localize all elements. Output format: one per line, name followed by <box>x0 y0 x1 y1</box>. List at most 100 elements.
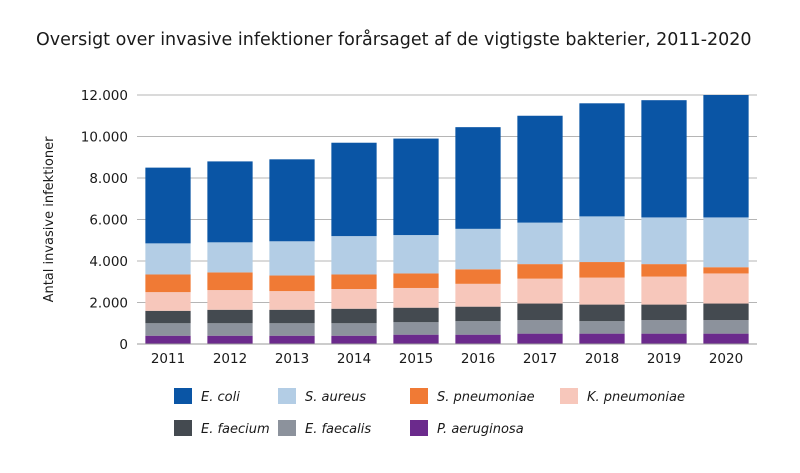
bar-segment <box>207 309 253 324</box>
bar-segment <box>269 275 315 292</box>
bar-segment <box>579 103 625 217</box>
bar-segment <box>455 321 501 335</box>
bar-segment <box>455 127 501 229</box>
x-tick-label: 2015 <box>399 351 433 367</box>
bar-segment <box>517 115 563 223</box>
bar-segment <box>579 216 625 263</box>
bar-segment <box>579 333 625 344</box>
bar-segment <box>703 217 749 268</box>
y-tick-label: 4.000 <box>89 254 128 270</box>
bar-segment <box>331 289 377 309</box>
x-tick-label: 2019 <box>647 351 681 367</box>
legend-swatch <box>174 388 192 404</box>
bar-segment <box>641 100 687 218</box>
bar-segment <box>455 269 501 284</box>
x-tick-label: 2017 <box>523 351 557 367</box>
bar-segment <box>641 333 687 344</box>
y-tick-label: 12.000 <box>81 88 128 104</box>
bar-segment <box>207 161 253 243</box>
bar-segment <box>207 335 253 344</box>
legend-swatch <box>410 420 428 436</box>
bar-segment <box>703 303 749 321</box>
bar-segment <box>579 277 625 305</box>
bar-segment <box>703 267 749 274</box>
bar-segment <box>517 222 563 265</box>
x-tick-label: 2011 <box>151 351 185 367</box>
chart-title: Oversigt over invasive infektioner forår… <box>36 30 752 50</box>
bar-segment <box>207 272 253 291</box>
bar-segment <box>393 307 439 323</box>
bar-segment <box>579 262 625 278</box>
bar-segment <box>393 334 439 344</box>
legend-swatch <box>410 388 428 404</box>
bar-segment <box>393 322 439 335</box>
x-tick-label: 2014 <box>337 351 371 367</box>
legend-swatch <box>278 420 296 436</box>
legend-label: S. pneumoniae <box>437 390 535 405</box>
bar-segment <box>145 167 191 244</box>
bar-segment <box>393 287 439 308</box>
legend-label: P. aeruginosa <box>437 422 524 437</box>
y-tick-label: 10.000 <box>81 130 128 146</box>
bar-segment <box>331 308 377 324</box>
bar-segment <box>517 264 563 279</box>
bar-segment <box>579 321 625 334</box>
legend-swatch <box>174 420 192 436</box>
bar-segment <box>579 304 625 322</box>
bar-segment <box>331 142 377 237</box>
y-tick-label: 8.000 <box>89 171 128 187</box>
legend-label: E. faecium <box>201 422 270 437</box>
bar-segment <box>517 320 563 334</box>
bar-segment <box>393 273 439 288</box>
bar-segment <box>207 323 253 336</box>
bar-segment <box>269 335 315 344</box>
bar-segment <box>269 159 315 242</box>
bar-segment <box>331 236 377 275</box>
bar-segment <box>641 276 687 305</box>
bar-segment <box>145 310 191 324</box>
bar-segment <box>145 292 191 311</box>
legend-label: E. faecalis <box>305 422 371 437</box>
bar-segment <box>331 274 377 290</box>
bar-segment <box>641 217 687 265</box>
y-tick-label: 0 <box>119 337 128 353</box>
bar-segment <box>331 323 377 336</box>
bar-segment <box>703 95 749 218</box>
bar-segment <box>145 243 191 275</box>
bar-segment <box>331 335 377 344</box>
bar-segment <box>641 264 687 277</box>
x-tick-label: 2018 <box>585 351 619 367</box>
legend-swatch <box>278 388 296 404</box>
bar-segment <box>455 306 501 322</box>
x-tick-label: 2012 <box>213 351 247 367</box>
legend-label: E. coli <box>201 390 240 405</box>
bar-segment <box>703 273 749 304</box>
legend-label: S. aureus <box>305 390 366 405</box>
bar-segment <box>145 274 191 293</box>
bar-segment <box>393 235 439 274</box>
bar-segment <box>703 320 749 334</box>
x-tick-label: 2013 <box>275 351 309 367</box>
x-tick-label: 2016 <box>461 351 495 367</box>
y-axis-title: Antal invasive infektioner <box>42 136 57 303</box>
y-tick-label: 6.000 <box>89 213 128 229</box>
bar-segment <box>269 323 315 336</box>
bar-segment <box>207 290 253 310</box>
bar-segment <box>641 304 687 321</box>
legend-swatch <box>560 388 578 404</box>
bar-segment <box>269 241 315 276</box>
bar-segment <box>455 283 501 307</box>
bar-segment <box>703 333 749 344</box>
bar-segment <box>269 291 315 310</box>
bar-segment <box>269 309 315 324</box>
x-tick-label: 2020 <box>709 351 743 367</box>
bar-segment <box>207 242 253 273</box>
bar-segment <box>393 138 439 236</box>
bar-segment <box>455 228 501 270</box>
bar-segment <box>517 303 563 321</box>
bar-segment <box>145 323 191 336</box>
legend-label: K. pneumoniae <box>587 390 685 405</box>
bar-segment <box>641 320 687 334</box>
